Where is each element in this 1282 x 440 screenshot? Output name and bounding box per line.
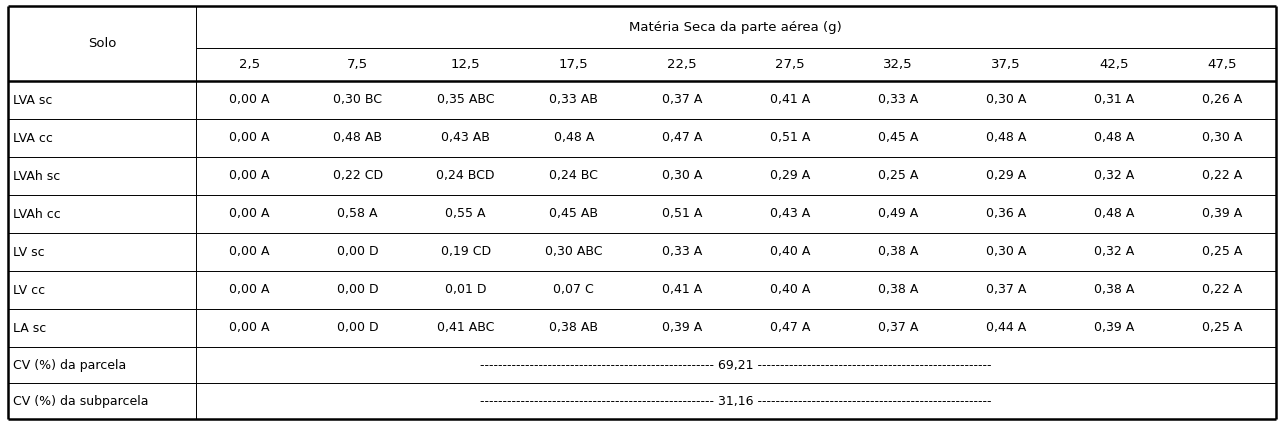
Text: 0,44 A: 0,44 A [986, 322, 1026, 334]
Text: 12,5: 12,5 [451, 58, 481, 71]
Text: 0,26 A: 0,26 A [1201, 93, 1242, 106]
Text: 0,22 A: 0,22 A [1201, 169, 1242, 183]
Text: 0,31 A: 0,31 A [1094, 93, 1135, 106]
Text: 0,25 A: 0,25 A [1201, 246, 1242, 258]
Text: 0,29 A: 0,29 A [986, 169, 1026, 183]
Text: 0,38 A: 0,38 A [1094, 283, 1135, 297]
Text: Solo: Solo [87, 37, 115, 50]
Text: 7,5: 7,5 [347, 58, 368, 71]
Text: 0,00 D: 0,00 D [337, 283, 378, 297]
Text: ---------------------------------------------------- 31,16 ---------------------: ----------------------------------------… [479, 395, 991, 407]
Text: 0,35 ABC: 0,35 ABC [437, 93, 495, 106]
Text: CV (%) da subparcela: CV (%) da subparcela [13, 395, 149, 407]
Text: LVAh cc: LVAh cc [13, 208, 60, 220]
Text: 0,25 A: 0,25 A [878, 169, 918, 183]
Text: 0,29 A: 0,29 A [769, 169, 810, 183]
Text: 0,58 A: 0,58 A [337, 208, 378, 220]
Text: 0,00 A: 0,00 A [229, 169, 271, 183]
Text: 0,30 A: 0,30 A [986, 93, 1026, 106]
Text: 0,19 CD: 0,19 CD [441, 246, 491, 258]
Text: 0,24 BCD: 0,24 BCD [436, 169, 495, 183]
Text: 0,33 A: 0,33 A [662, 246, 703, 258]
Text: 0,30 A: 0,30 A [662, 169, 703, 183]
Text: LV sc: LV sc [13, 246, 45, 258]
Text: 0,30 A: 0,30 A [986, 246, 1026, 258]
Text: 0,48 AB: 0,48 AB [333, 132, 382, 144]
Text: 0,24 BC: 0,24 BC [550, 169, 599, 183]
Text: 0,00 D: 0,00 D [337, 322, 378, 334]
Text: 0,48 A: 0,48 A [986, 132, 1026, 144]
Text: 0,22 CD: 0,22 CD [332, 169, 383, 183]
Text: 0,00 A: 0,00 A [229, 322, 271, 334]
Text: 0,25 A: 0,25 A [1201, 322, 1242, 334]
Text: 32,5: 32,5 [883, 58, 913, 71]
Text: 0,49 A: 0,49 A [878, 208, 918, 220]
Text: LVA sc: LVA sc [13, 93, 53, 106]
Text: 0,40 A: 0,40 A [769, 246, 810, 258]
Text: 0,30 ABC: 0,30 ABC [545, 246, 603, 258]
Text: 0,37 A: 0,37 A [986, 283, 1026, 297]
Text: 0,55 A: 0,55 A [446, 208, 486, 220]
Text: 0,38 A: 0,38 A [878, 283, 918, 297]
Text: 37,5: 37,5 [991, 58, 1020, 71]
Text: 0,22 A: 0,22 A [1201, 283, 1242, 297]
Text: 0,45 AB: 0,45 AB [549, 208, 599, 220]
Text: 0,48 A: 0,48 A [554, 132, 594, 144]
Text: 0,00 A: 0,00 A [229, 283, 271, 297]
Text: LVA cc: LVA cc [13, 132, 53, 144]
Text: Matéria Seca da parte aérea (g): Matéria Seca da parte aérea (g) [629, 21, 842, 33]
Text: 0,36 A: 0,36 A [986, 208, 1026, 220]
Text: 0,41 A: 0,41 A [662, 283, 703, 297]
Text: 0,39 A: 0,39 A [1201, 208, 1242, 220]
Text: 0,51 A: 0,51 A [662, 208, 703, 220]
Text: 0,00 A: 0,00 A [229, 208, 271, 220]
Text: 2,5: 2,5 [240, 58, 260, 71]
Text: 0,38 AB: 0,38 AB [549, 322, 599, 334]
Text: 0,33 AB: 0,33 AB [550, 93, 599, 106]
Text: 0,00 D: 0,00 D [337, 246, 378, 258]
Text: 0,51 A: 0,51 A [769, 132, 810, 144]
Text: 27,5: 27,5 [776, 58, 805, 71]
Text: 0,07 C: 0,07 C [554, 283, 594, 297]
Text: 0,00 A: 0,00 A [229, 246, 271, 258]
Text: 0,43 AB: 0,43 AB [441, 132, 490, 144]
Text: 0,40 A: 0,40 A [769, 283, 810, 297]
Text: 0,43 A: 0,43 A [769, 208, 810, 220]
Text: 0,48 A: 0,48 A [1094, 132, 1135, 144]
Text: 0,32 A: 0,32 A [1094, 246, 1135, 258]
Text: 0,30 A: 0,30 A [1201, 132, 1242, 144]
Text: 0,30 BC: 0,30 BC [333, 93, 382, 106]
Text: 22,5: 22,5 [667, 58, 696, 71]
Text: 0,37 A: 0,37 A [662, 93, 703, 106]
Text: 42,5: 42,5 [1099, 58, 1128, 71]
Text: 0,32 A: 0,32 A [1094, 169, 1135, 183]
Text: 0,39 A: 0,39 A [662, 322, 703, 334]
Text: 0,01 D: 0,01 D [445, 283, 486, 297]
Text: 17,5: 17,5 [559, 58, 588, 71]
Text: 0,37 A: 0,37 A [878, 322, 918, 334]
Text: ---------------------------------------------------- 69,21 ---------------------: ----------------------------------------… [479, 359, 991, 371]
Text: 0,33 A: 0,33 A [878, 93, 918, 106]
Text: 0,38 A: 0,38 A [878, 246, 918, 258]
Text: 0,39 A: 0,39 A [1094, 322, 1135, 334]
Text: 0,00 A: 0,00 A [229, 132, 271, 144]
Text: 0,45 A: 0,45 A [878, 132, 918, 144]
Text: LA sc: LA sc [13, 322, 46, 334]
Text: 0,48 A: 0,48 A [1094, 208, 1135, 220]
Text: 0,41 A: 0,41 A [769, 93, 810, 106]
Text: 0,47 A: 0,47 A [769, 322, 810, 334]
Text: 0,41 ABC: 0,41 ABC [437, 322, 495, 334]
Text: 47,5: 47,5 [1208, 58, 1237, 71]
Text: 0,47 A: 0,47 A [662, 132, 703, 144]
Text: CV (%) da parcela: CV (%) da parcela [13, 359, 126, 371]
Text: LVAh sc: LVAh sc [13, 169, 60, 183]
Text: 0,00 A: 0,00 A [229, 93, 271, 106]
Text: LV cc: LV cc [13, 283, 45, 297]
